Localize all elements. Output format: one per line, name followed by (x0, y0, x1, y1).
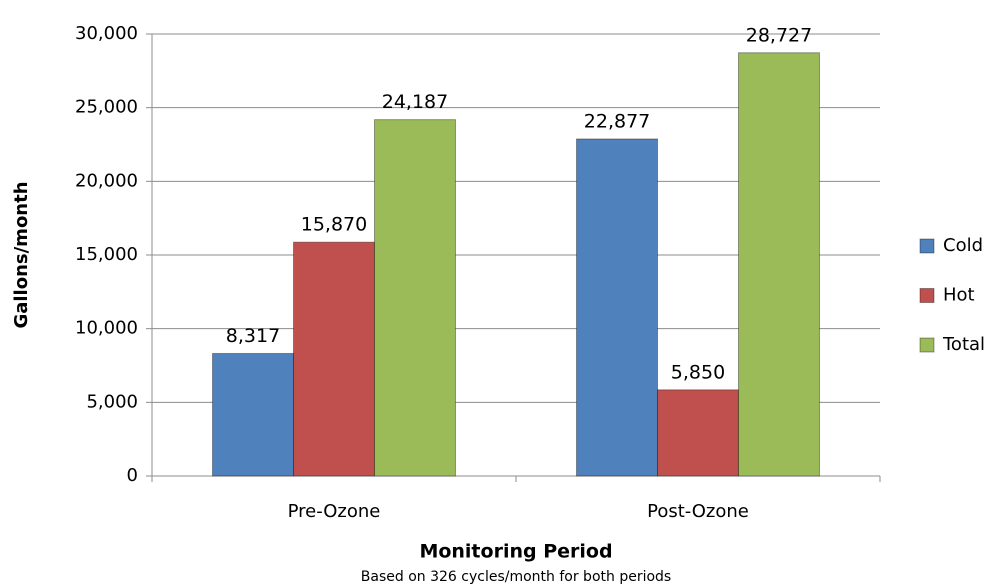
y-tick-label: 25,000 (75, 97, 138, 118)
y-tick-label: 0 (127, 465, 138, 486)
data-label: 22,877 (584, 110, 650, 132)
data-label: 5,850 (671, 361, 725, 383)
bar (576, 138, 659, 477)
y-tick-label: 10,000 (75, 318, 138, 339)
legend-swatch (919, 288, 935, 303)
data-label: 28,727 (746, 24, 812, 46)
legend-swatch (919, 238, 935, 254)
y-tick-label: 15,000 (75, 244, 138, 265)
bar (737, 52, 820, 477)
bar (293, 241, 375, 477)
bar (212, 352, 295, 477)
x-tick-label: Pre-Ozone (288, 501, 381, 522)
legend-label: Total (942, 334, 985, 355)
x-tick-label: Post-Ozone (647, 501, 749, 522)
legend-label: Hot (943, 285, 975, 306)
data-label: 15,870 (301, 214, 367, 236)
data-label: 24,187 (382, 91, 448, 113)
legend-swatch (919, 337, 935, 353)
bar (373, 119, 456, 477)
data-label: 8,317 (226, 325, 280, 347)
y-tick-label: 30,000 (75, 23, 138, 44)
y-axis-title: Gallons/month (11, 181, 32, 328)
subtitle: Based on 326 cycles/month for both perio… (361, 569, 671, 585)
bar (657, 389, 739, 477)
y-tick-label: 5,000 (86, 391, 138, 412)
legend-label: Cold (943, 235, 983, 256)
x-axis-title: Monitoring Period (419, 541, 612, 563)
y-tick-label: 20,000 (75, 170, 138, 191)
